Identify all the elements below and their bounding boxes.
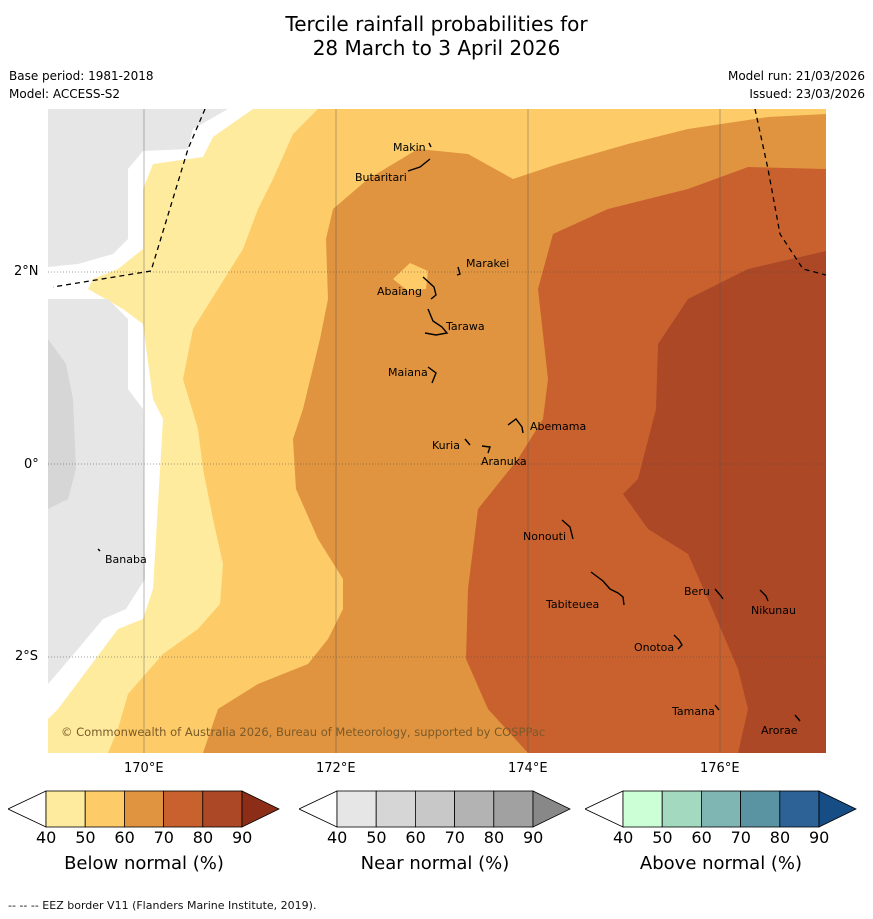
- colorbar-tick-label: 60: [691, 828, 712, 847]
- eez-border-east: [754, 109, 826, 276]
- island-label-tabiteuea: Tabiteuea: [545, 598, 599, 611]
- colorbar-near: [299, 790, 571, 828]
- issued-date: Issued: 23/03/2026: [749, 87, 865, 101]
- island-label-arorae: Arorae: [761, 724, 798, 737]
- latitude-lines: [48, 271, 826, 658]
- zone-near-normal-north: [48, 109, 228, 267]
- title-line-1: Tercile rainfall probabilities for: [285, 12, 588, 36]
- eez-border-west: [52, 109, 206, 288]
- colorbar-tick-label: 80: [483, 828, 505, 847]
- rainfall-map: Makin Butaritari Marakei Abaiang Tarawa …: [48, 109, 826, 753]
- island-label-nikunau: Nikunau: [751, 604, 796, 617]
- colorbar-segment: [202, 790, 243, 828]
- island-label-abaiang: Abaiang: [377, 285, 422, 298]
- colorbar-segment: [375, 790, 416, 828]
- zone-abaiang-pocket: [393, 263, 428, 291]
- island-label-abemama: Abemama: [530, 420, 586, 433]
- lat-tick-2s: 2°S: [15, 649, 39, 664]
- colorbar-tick-label: 60: [405, 828, 426, 847]
- colorbar-extend-high: [532, 790, 571, 828]
- colorbar-segment: [124, 790, 165, 828]
- lat-tick-2n: 2°N: [14, 264, 39, 279]
- colorbar-segment: [454, 790, 495, 828]
- colorbar-segment: [493, 790, 534, 828]
- colorbar-tick-label: 90: [523, 828, 544, 847]
- colorbar-tick-label: 70: [444, 828, 465, 847]
- colorbar-tick-label: 70: [153, 828, 174, 847]
- colorbar-above: [585, 790, 857, 828]
- colorbar-tick-label: 50: [652, 828, 673, 847]
- colorbar-label-above: Above normal (%): [639, 853, 803, 874]
- island-label-nonouti: Nonouti: [523, 530, 566, 543]
- colorbar-segment: [740, 790, 781, 828]
- colorbar-tick-label: 40: [36, 828, 57, 847]
- colorbar-tick-label: 90: [809, 828, 830, 847]
- colorbar-extend-high: [818, 790, 857, 828]
- island-label-butaritari: Butaritari: [355, 171, 407, 184]
- island-label-tarawa: Tarawa: [445, 320, 485, 333]
- colorbar-segment: [622, 790, 663, 828]
- colorbar-extend-low: [8, 790, 47, 828]
- map-title: Tercile rainfall probabilities for 28 Ma…: [0, 12, 873, 60]
- model-name: Model: ACCESS-S2: [9, 87, 121, 101]
- title-line-2: 28 March to 3 April 2026: [312, 36, 561, 60]
- colorbar-label-near: Near normal (%): [360, 853, 510, 874]
- colorbar-tick-label: 50: [366, 828, 387, 847]
- eez-legend-footer: -- -- -- EEZ border V11 (Flanders Marine…: [8, 899, 317, 912]
- island-label-marakei: Marakei: [466, 257, 509, 270]
- colorbar-tick-label: 40: [327, 828, 348, 847]
- colorbar-segment: [779, 790, 820, 828]
- island-shapes: [97, 142, 801, 722]
- island-label-banaba: Banaba: [105, 553, 147, 566]
- zone-near-normal-50-60: [48, 339, 76, 509]
- colorbar-tick-label: 80: [769, 828, 791, 847]
- island-label-tamana: Tamana: [671, 705, 715, 718]
- colorbar-below: [8, 790, 280, 828]
- island-label-aranuka: Aranuka: [481, 455, 527, 468]
- island-label-beru: Beru: [684, 585, 710, 598]
- zone-below-80-90: [623, 251, 826, 753]
- lat-tick-0: 0°: [24, 457, 39, 472]
- lon-tick-176e: 176°E: [700, 761, 740, 776]
- colorbar-segment: [415, 790, 456, 828]
- colorbar-tick-label: 60: [114, 828, 135, 847]
- colorbar-extend-low: [299, 790, 338, 828]
- colorbar-tick-label: 90: [232, 828, 253, 847]
- island-label-kuria: Kuria: [432, 439, 460, 452]
- colorbar-tick-label: 40: [613, 828, 634, 847]
- colorbar-tick-label: 80: [192, 828, 214, 847]
- colorbar-label-below: Below normal (%): [64, 853, 224, 874]
- island-label-onotoa: Onotoa: [634, 641, 674, 654]
- colorbar-extend-low: [585, 790, 624, 828]
- lon-tick-172e: 172°E: [316, 761, 356, 776]
- copyright-text: © Commonwealth of Australia 2026, Bureau…: [61, 725, 545, 739]
- lon-tick-174e: 174°E: [508, 761, 548, 776]
- colorbar-segment: [661, 790, 702, 828]
- colorbar-segment: [163, 790, 204, 828]
- meta-right: Model run: 21/03/2026 Issued: 23/03/2026: [728, 67, 865, 103]
- island-label-makin: Makin: [393, 141, 426, 154]
- colorbar-segment: [84, 790, 125, 828]
- meta-left: Base period: 1981-2018 Model: ACCESS-S2: [9, 67, 154, 103]
- base-period: Base period: 1981-2018: [9, 69, 154, 83]
- colorbar-tick-label: 70: [730, 828, 751, 847]
- colorbar-extend-high: [241, 790, 280, 828]
- colorbar-segment: [336, 790, 377, 828]
- graticule: [143, 109, 721, 753]
- zone-below-50-60: [48, 109, 826, 753]
- island-label-maiana: Maiana: [388, 366, 428, 379]
- colorbar-segment: [45, 790, 86, 828]
- colorbar-tick-label: 50: [75, 828, 96, 847]
- model-run: Model run: 21/03/2026: [727, 69, 865, 83]
- lon-tick-170e: 170°E: [124, 761, 164, 776]
- colorbar-segment: [701, 790, 742, 828]
